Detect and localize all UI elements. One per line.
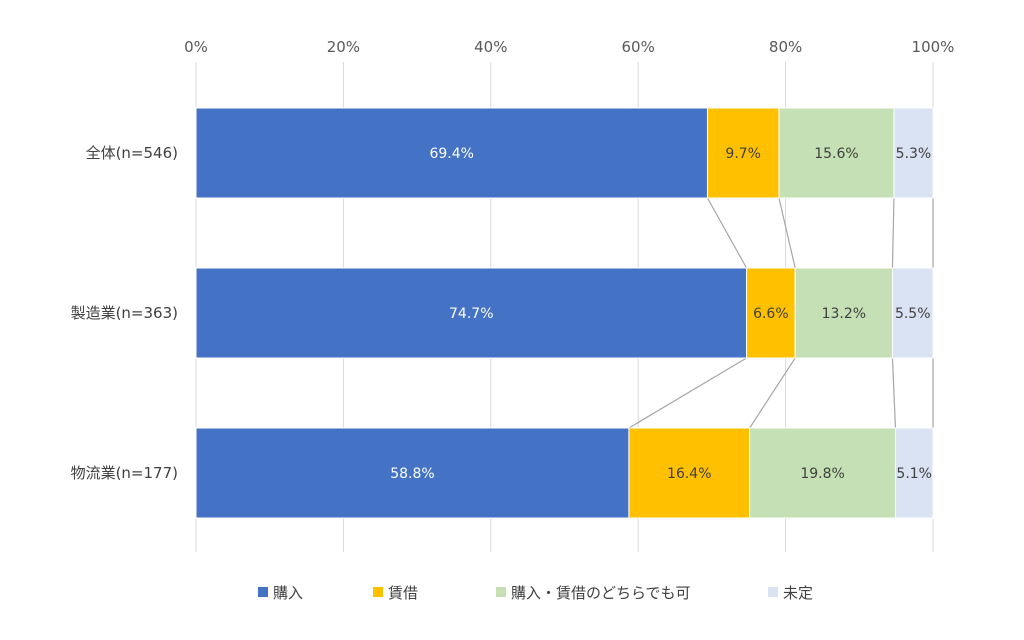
bar-segment (746, 267, 796, 359)
legend: 購入 賃借 購入・賃借のどちらでも可 未定 (258, 584, 813, 602)
data-label: 5.3% (896, 146, 932, 162)
x-tick-label: 0% (184, 38, 208, 56)
category-label: 物流業(n=177) (71, 464, 178, 482)
category-label: 製造業(n=363) (71, 304, 178, 322)
category-labels: 全体(n=546) 製造業(n=363) 物流業(n=177) (71, 144, 178, 482)
series-line (628, 357, 747, 429)
data-label: 74.7% (449, 306, 493, 322)
bar-segment (794, 267, 893, 359)
bar-segment (195, 267, 748, 359)
legend-label: 未定 (783, 584, 813, 602)
legend-label: 購入・賃借のどちらでも可 (511, 584, 691, 602)
series-line (749, 357, 796, 429)
x-axis-tick-labels: 0% 20% 40% 60% 80% 100% (184, 38, 954, 56)
series-line (706, 197, 748, 269)
legend-label: 購入 (273, 584, 303, 602)
data-label: 5.1% (896, 466, 932, 482)
x-tick-label: 20% (327, 38, 360, 56)
data-label: 69.4% (429, 146, 473, 162)
bars (195, 107, 934, 519)
data-label: 19.8% (800, 466, 844, 482)
series-line (891, 357, 897, 429)
bar-segment (195, 427, 630, 519)
legend-label: 賃借 (388, 584, 418, 602)
legend-swatch (258, 587, 268, 597)
x-tick-label: 60% (622, 38, 655, 56)
bar-segment (891, 267, 934, 359)
data-label: 6.6% (753, 306, 789, 322)
bar-segment (749, 427, 896, 519)
bar-segment (893, 107, 934, 199)
data-label: 16.4% (667, 466, 711, 482)
x-tick-label: 40% (474, 38, 507, 56)
x-tick-label: 100% (912, 38, 955, 56)
data-label: 9.7% (725, 146, 761, 162)
data-labels: 69.4% 9.7% 15.6% 5.3% 74.7% 6.6% 13.2% 5.5% 58.8… (390, 146, 932, 482)
series-line (891, 197, 895, 269)
category-label: 全体(n=546) (86, 144, 178, 162)
bar-segment (778, 107, 895, 199)
legend-swatch (768, 587, 778, 597)
data-label: 58.8% (390, 466, 434, 482)
data-label: 13.2% (822, 306, 866, 322)
series-line (778, 197, 796, 269)
series-lines (628, 197, 934, 429)
bar-segment (628, 427, 751, 519)
bar-segment (894, 427, 934, 519)
legend-swatch (496, 587, 506, 597)
data-label: 5.5% (895, 306, 931, 322)
x-tick-label: 80% (769, 38, 802, 56)
data-label: 15.6% (814, 146, 858, 162)
legend-swatch (373, 587, 383, 597)
